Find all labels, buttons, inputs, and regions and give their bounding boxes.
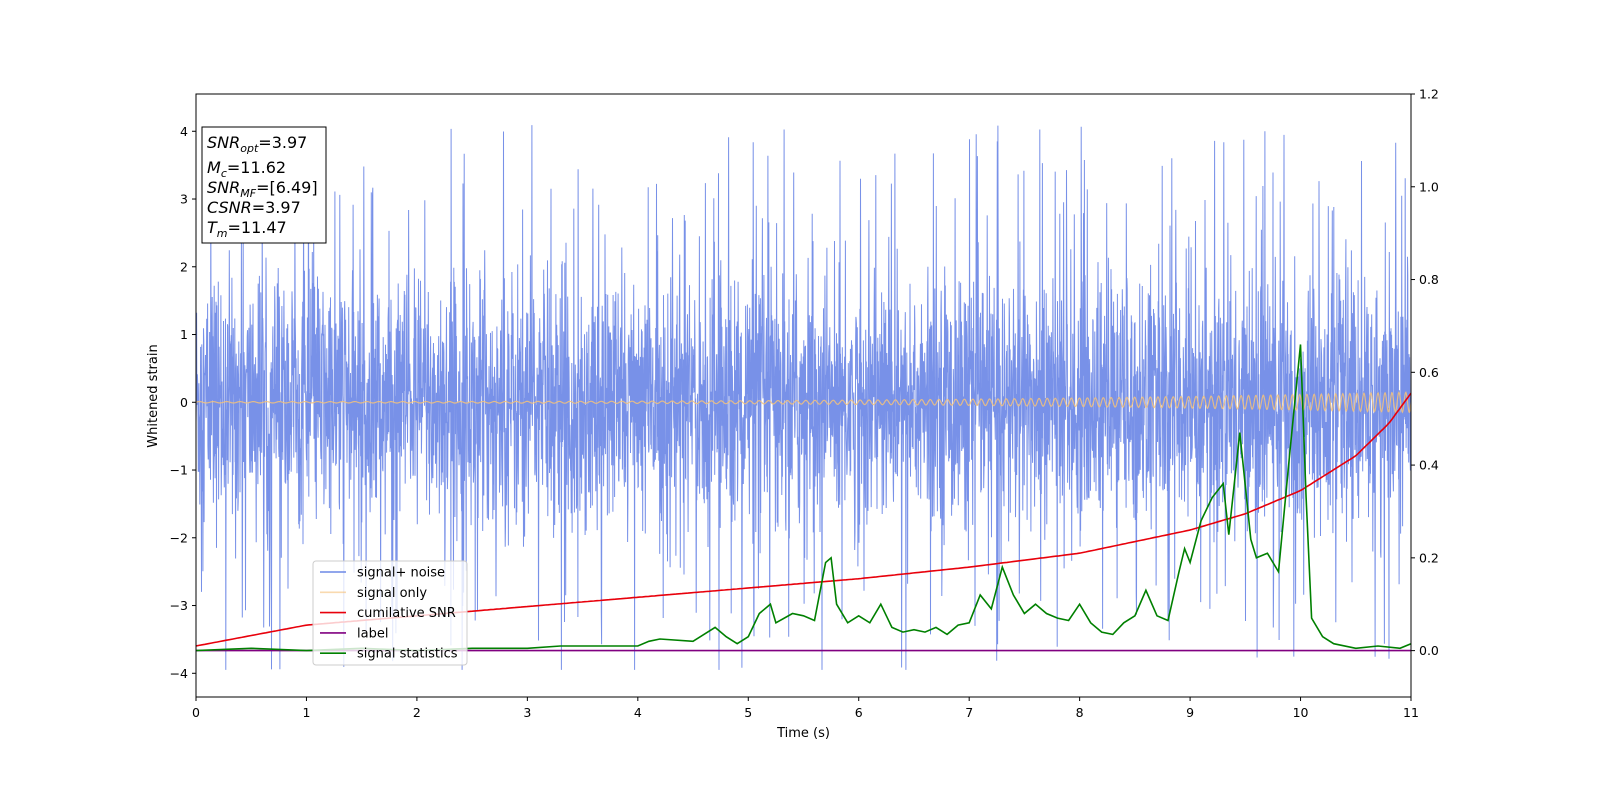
legend-label: cumilative SNR xyxy=(357,606,456,621)
legend-label: signal only xyxy=(357,586,427,601)
x-tick-label: 7 xyxy=(965,705,973,720)
y-tick-label: −1 xyxy=(170,463,188,478)
y2-tick-label: 1.0 xyxy=(1419,179,1439,194)
x-tick-label: 8 xyxy=(1076,705,1084,720)
info-line: CSNR=3.97 xyxy=(207,198,301,217)
info-line: SNRopt=3.97 xyxy=(207,133,307,155)
y-tick-label: −4 xyxy=(170,666,188,681)
y-tick-label: 0 xyxy=(180,395,188,410)
y2-tick-label: 0.6 xyxy=(1419,365,1439,380)
x-tick-label: 11 xyxy=(1403,705,1419,720)
legend-label: signal statistics xyxy=(357,647,458,662)
y-tick-label: 3 xyxy=(180,192,188,207)
y-tick-label: 1 xyxy=(180,327,188,342)
legend: signal+ noise signal only cumilative SNR la… xyxy=(312,560,468,666)
y-tick-label: −3 xyxy=(170,598,188,613)
y2-tick-label: 0.4 xyxy=(1419,458,1439,473)
info-line: SNRMF=[6.49] xyxy=(207,178,318,200)
legend-frame xyxy=(312,560,468,666)
axes-layer: 0 1 2 3 4 5 6 7 8 9 10 11 −4 −3 −2 −1 0 1 2 3 4 0.0 0.2 0.4 0.6 0… xyxy=(170,87,1439,721)
y2-tick-label: 0.2 xyxy=(1419,550,1439,565)
x-tick-label: 5 xyxy=(744,705,752,720)
y-axis-label: Whitened strain xyxy=(146,344,161,447)
info-line: Tm=11.47 xyxy=(207,218,287,240)
x-tick-label: 2 xyxy=(413,705,421,720)
info-box: SNRopt=3.97 Mc=11.62SNRMF=[6.49]CSNR=3.97… xyxy=(201,126,327,244)
info-box-frame xyxy=(201,126,327,244)
x-tick-label: 10 xyxy=(1293,705,1309,720)
series-signal-plus-noise-line xyxy=(196,125,1411,670)
y2-tick-label: 0.8 xyxy=(1419,272,1439,287)
x-tick-label: 1 xyxy=(302,705,310,720)
x-tick-label: 0 xyxy=(192,705,200,720)
x-tick-label: 6 xyxy=(855,705,863,720)
y-tick-label: 2 xyxy=(180,259,188,274)
series-signal-statistics-line xyxy=(196,344,1411,652)
legend-label: label xyxy=(357,626,388,641)
x-tick-label: 4 xyxy=(634,705,642,720)
x-tick-label: 9 xyxy=(1186,705,1194,720)
info-line: Mc=11.62 xyxy=(207,158,286,180)
y2-tick-label: 0.0 xyxy=(1419,643,1439,658)
y-tick-label: −2 xyxy=(170,530,188,545)
y2-tick-label: 1.2 xyxy=(1419,87,1439,102)
x-axis-label: Time (s) xyxy=(776,726,830,741)
y-tick-label: 4 xyxy=(180,124,188,139)
series-signal-only-line xyxy=(196,391,1411,414)
plot-frame xyxy=(195,93,1412,698)
x-tick-label: 3 xyxy=(523,705,531,720)
legend-label: signal+ noise xyxy=(357,566,445,581)
